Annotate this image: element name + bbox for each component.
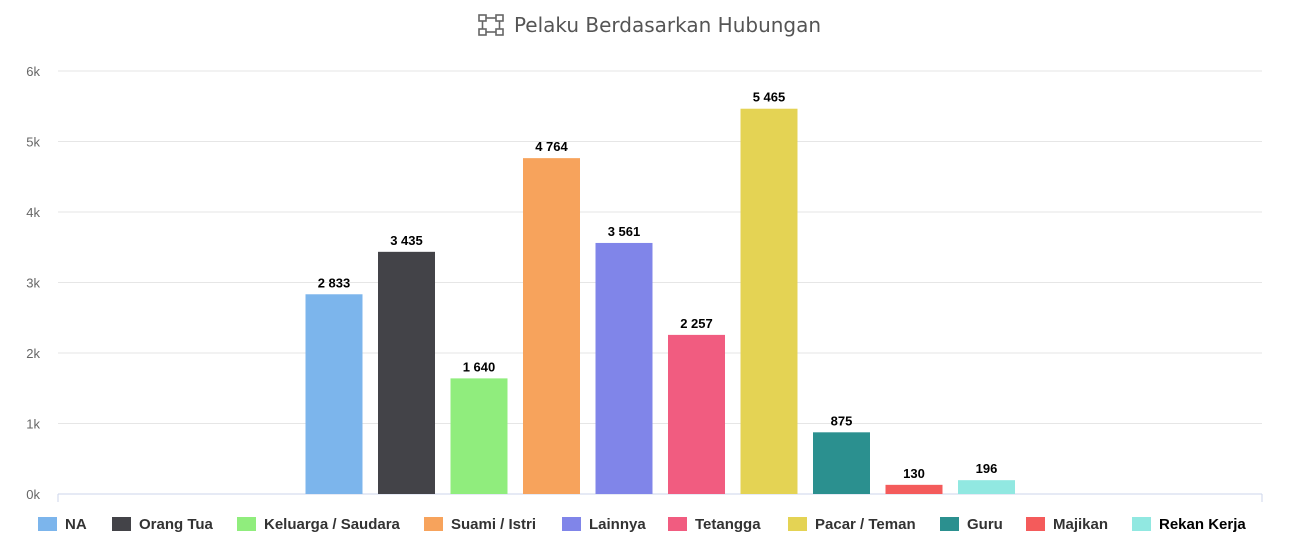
data-label-lainnya: 3 561: [608, 224, 641, 239]
legend-label: Rekan Kerja: [1159, 515, 1246, 533]
y-tick-label: 4k: [26, 205, 40, 220]
bar-chart: 0k 1k 2k 3k 4k 5k 6k 2 833 3 435 1 640 4 764 3 561 2…: [26, 64, 1263, 502]
legend-label: Pacar / Teman: [815, 515, 916, 533]
y-tick-label: 5k: [26, 135, 40, 150]
data-label-suami-istri: 4 764: [535, 139, 568, 154]
legend-label: Majikan: [1053, 515, 1109, 533]
legend-label: Tetangga: [695, 515, 761, 533]
legend-item-pacar-teman[interactable]: Pacar / Teman: [788, 510, 916, 538]
legend-swatch: [788, 517, 807, 531]
bar-suami-istri: [523, 158, 580, 494]
y-tick-label: 0k: [26, 487, 40, 502]
legend-item-keluarga-saudara[interactable]: Keluarga / Saudara: [237, 510, 400, 538]
chart-title: Pelaku Berdasarkan Hubungan: [513, 13, 822, 37]
data-label-na: 2 833: [318, 275, 351, 290]
legend-label: NA: [65, 515, 87, 533]
legend-item-orang-tua[interactable]: Orang Tua: [112, 510, 213, 538]
flow-diagram-icon: [476, 12, 506, 38]
chart-title-bar: Pelaku Berdasarkan Hubungan: [0, 10, 1297, 40]
bar-orang-tua: [378, 251, 435, 494]
legend-item-guru[interactable]: Guru: [940, 510, 1003, 538]
legend-label: Lainnya: [589, 515, 646, 533]
data-label-majikan: 130: [903, 466, 925, 481]
legend-swatch: [112, 517, 131, 531]
data-label-rekan-kerja: 196: [976, 461, 998, 476]
legend-item-na[interactable]: NA: [38, 510, 87, 538]
legend-swatch: [1132, 517, 1151, 531]
bar-keluarga-saudara: [450, 378, 508, 494]
legend-swatch: [562, 517, 581, 531]
bar-guru: [813, 432, 870, 494]
legend-item-majikan[interactable]: Majikan: [1026, 510, 1108, 538]
legend-item-tetangga[interactable]: Tetangga: [668, 510, 761, 538]
bar-tetangga: [668, 334, 725, 494]
legend-item-lainnya[interactable]: Lainnya: [562, 510, 646, 538]
legend-swatch: [940, 517, 959, 531]
y-tick-label: 6k: [26, 64, 40, 79]
bar-lainnya: [595, 242, 653, 494]
legend-swatch: [1026, 517, 1045, 531]
data-label-orang-tua: 3 435: [390, 233, 423, 248]
legend-item-rekan-kerja[interactable]: Rekan Kerja: [1132, 510, 1246, 538]
legend-swatch: [424, 517, 443, 531]
bar-na: [305, 294, 363, 494]
legend-label: Keluarga / Saudara: [264, 515, 400, 533]
legend-swatch: [38, 517, 57, 531]
data-label-tetangga: 2 257: [680, 316, 713, 331]
y-tick-label: 1k: [26, 417, 40, 432]
y-tick-label: 3k: [26, 276, 40, 291]
legend-item-suami-istri[interactable]: Suami / Istri: [424, 510, 536, 538]
legend-swatch: [668, 517, 687, 531]
legend-label: Suami / Istri: [451, 515, 537, 533]
bar-majikan: [885, 484, 943, 494]
data-label-keluarga-saudara: 1 640: [463, 359, 496, 374]
legend-swatch: [237, 517, 256, 531]
legend-label: Guru: [967, 515, 1003, 533]
data-label-guru: 875: [831, 413, 853, 428]
legend-label: Orang Tua: [139, 515, 213, 533]
bar-pacar-teman: [740, 108, 798, 494]
bar-rekan-kerja: [958, 480, 1015, 494]
chart-legend: NA Orang Tua Keluarga / Saudara Suami / Ist…: [0, 510, 1297, 538]
data-label-pacar-teman: 5 465: [753, 90, 786, 105]
y-tick-label: 2k: [26, 346, 40, 361]
